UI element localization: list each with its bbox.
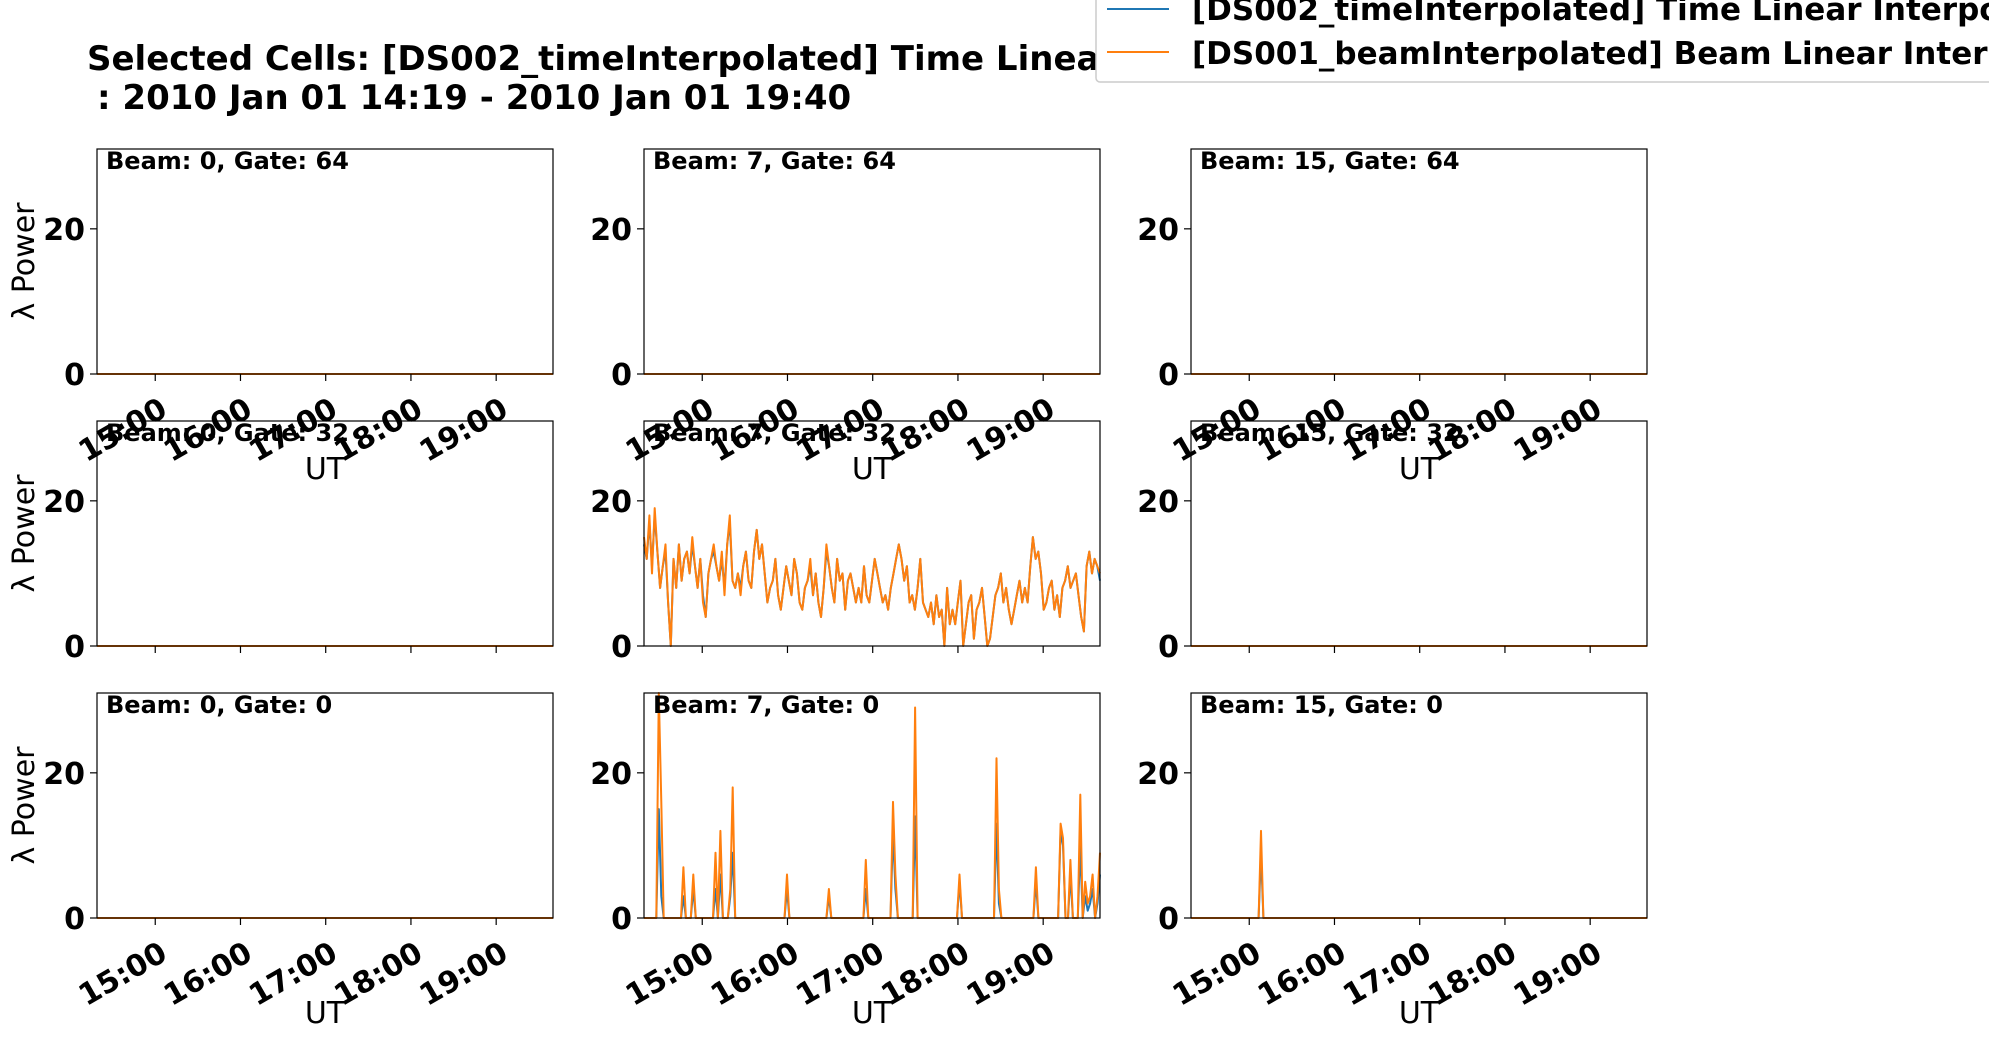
y-tick-label: 20 xyxy=(1137,485,1179,520)
y-tick-label: 20 xyxy=(590,485,632,520)
x-axis-label: UT xyxy=(1399,996,1440,1031)
series-line-1 xyxy=(644,808,1101,919)
x-axis-label: UT xyxy=(1399,452,1440,487)
y-tick-label: 0 xyxy=(1158,630,1179,665)
subplot-8: Beam: 7, Gate: 002015:0016:0017:0018:001… xyxy=(590,691,1101,1031)
y-axis-label: λ Power xyxy=(7,202,42,321)
x-tick-label: 16:00 xyxy=(158,935,258,1013)
x-tick-label: 19:00 xyxy=(961,391,1061,469)
subplot-title: Beam: 15, Gate: 64 xyxy=(1200,147,1460,175)
subplot-7: Beam: 0, Gate: 002015:0016:0017:0018:001… xyxy=(7,691,554,1031)
x-axis-label: UT xyxy=(852,996,893,1031)
y-tick-label: 0 xyxy=(64,630,85,665)
x-axis-label: UT xyxy=(852,452,893,487)
x-axis-label: UT xyxy=(305,452,346,487)
legend: [DS002_timeInterpolated] Time Linear Int… xyxy=(1095,0,1989,83)
y-tick-label: 20 xyxy=(590,213,632,248)
subplot-title: Beam: 0, Gate: 0 xyxy=(106,691,332,719)
y-tick-label: 0 xyxy=(1158,358,1179,393)
subplot-title: Beam: 7, Gate: 64 xyxy=(653,147,896,175)
subplot-6: Beam: 15, Gate: 32 0 20 xyxy=(1137,419,1648,665)
y-tick-label: 20 xyxy=(590,757,632,792)
plot-area-frame xyxy=(1190,692,1648,919)
subplot-title: Beam: 7, Gate: 0 xyxy=(653,691,879,719)
subplot-grid: Beam: 0, Gate: 6402015:0016:0017:0018:00… xyxy=(7,147,1648,1031)
x-tick-label: 16:00 xyxy=(705,935,805,1013)
series-line-2 xyxy=(643,507,1101,647)
plot-area-frame xyxy=(1190,420,1648,647)
series-line-2 xyxy=(644,692,1101,919)
subplot-4: Beam: 0, Gate: 32 0 20λ Power xyxy=(7,419,554,665)
subplot-title: Beam: 15, Gate: 32 xyxy=(1200,419,1460,447)
plot-area-frame xyxy=(643,148,1101,375)
y-tick-label: 0 xyxy=(611,358,632,393)
figure-title-line2: : 2010 Jan 01 14:19 - 2010 Jan 01 19:40 xyxy=(97,78,851,118)
subplot-title: Beam: 7, Gate: 32 xyxy=(653,419,896,447)
y-tick-label: 20 xyxy=(1137,757,1179,792)
subplot-title: Beam: 15, Gate: 0 xyxy=(1200,691,1443,719)
x-tick-label: 19:00 xyxy=(414,935,514,1013)
series-line-2 xyxy=(1191,829,1647,919)
subplot-5: Beam: 7, Gate: 32 0 20 xyxy=(590,419,1101,665)
x-tick-label: 15:00 xyxy=(1167,935,1267,1013)
subplot-title: Beam: 0, Gate: 32 xyxy=(106,419,349,447)
plot-area-frame xyxy=(96,148,554,375)
y-tick-label: 0 xyxy=(1158,902,1179,937)
plot-area-frame xyxy=(643,420,1101,647)
y-tick-label: 0 xyxy=(611,630,632,665)
y-tick-label: 20 xyxy=(43,757,85,792)
x-tick-label: 19:00 xyxy=(961,935,1061,1013)
plot-area-frame xyxy=(1190,148,1648,375)
subplot-9: Beam: 15, Gate: 002015:0016:0017:0018:00… xyxy=(1137,691,1648,1031)
x-axis-label: UT xyxy=(305,996,346,1031)
x-tick-label: 19:00 xyxy=(1508,391,1608,469)
legend-label-1: [DS002_timeInterpolated] Time Linear Int… xyxy=(1192,0,1989,28)
y-axis-label: λ Power xyxy=(7,746,42,865)
x-tick-label: 19:00 xyxy=(414,391,514,469)
x-tick-label: 15:00 xyxy=(620,935,720,1013)
y-tick-label: 0 xyxy=(611,902,632,937)
y-tick-label: 0 xyxy=(64,358,85,393)
y-tick-label: 20 xyxy=(43,485,85,520)
legend-box xyxy=(1095,0,1989,83)
plot-area-frame xyxy=(96,692,554,919)
y-axis-label: λ Power xyxy=(7,474,42,593)
y-tick-label: 20 xyxy=(43,213,85,248)
plot-area-frame xyxy=(643,692,1101,919)
x-tick-label: 19:00 xyxy=(1508,935,1608,1013)
y-tick-label: 0 xyxy=(64,902,85,937)
y-tick-label: 20 xyxy=(1137,213,1179,248)
subplot-title: Beam: 0, Gate: 64 xyxy=(106,147,349,175)
x-tick-label: 16:00 xyxy=(1252,935,1352,1013)
legend-label-2: [DS001_beamInterpolated] Beam Linear Int… xyxy=(1192,36,1989,72)
plot-area-frame xyxy=(96,420,554,647)
x-tick-label: 15:00 xyxy=(73,935,173,1013)
